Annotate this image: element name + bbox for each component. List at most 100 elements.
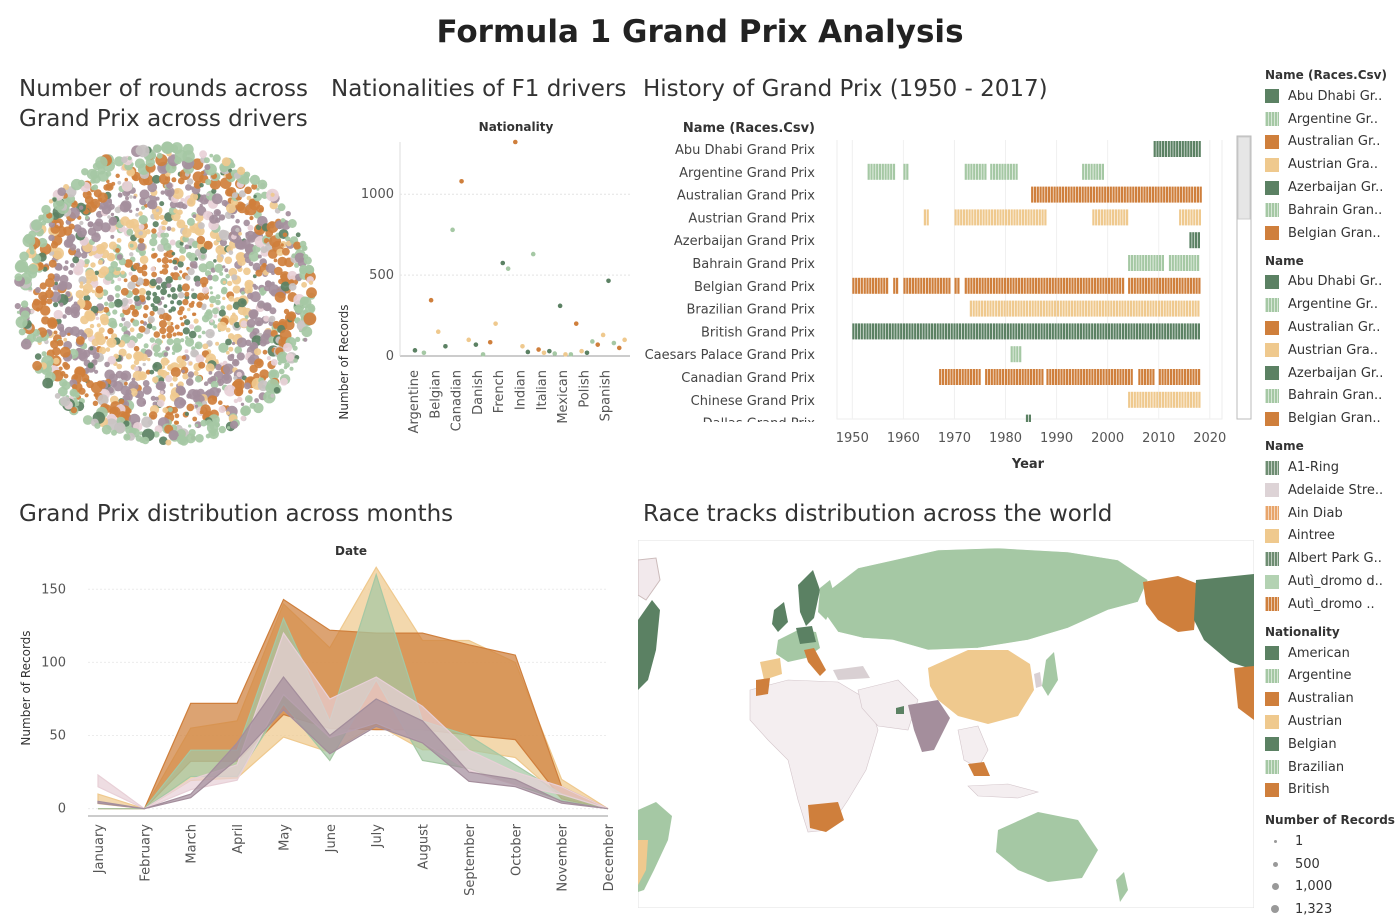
legend-item[interactable]: Belgian Gran.. (1265, 222, 1400, 245)
legend-item[interactable]: Brazilian (1265, 756, 1400, 779)
legend-swatch (1265, 180, 1279, 195)
history-race-mark (873, 163, 876, 180)
history-race-mark (1143, 369, 1147, 385)
legend-item[interactable]: Autì_dromo .. (1265, 593, 1400, 616)
history-race-mark (987, 323, 990, 340)
driver-bubble (236, 202, 248, 214)
driver-bubble (161, 365, 166, 369)
driver-bubble (41, 316, 50, 325)
history-race-mark (1005, 209, 1008, 226)
driver-bubble (221, 157, 231, 167)
legend-label: Aintree (1288, 528, 1335, 544)
driver-bubble (237, 166, 246, 175)
history-race-mark (1178, 369, 1181, 385)
legend-item[interactable]: Argentine Gr.. (1265, 293, 1400, 316)
legend-item[interactable]: Austrian Gra.. (1265, 153, 1400, 176)
driver-bubble (159, 327, 167, 335)
history-race-mark (1133, 323, 1136, 340)
driver-bubble (284, 319, 295, 331)
legend-item[interactable]: Azerbaijan Gr.. (1265, 362, 1400, 385)
legend-item[interactable]: British (1265, 779, 1400, 802)
legend-item[interactable]: American (1265, 642, 1400, 665)
driver-bubble (149, 278, 158, 287)
history-scrollbar-thumb[interactable] (1237, 136, 1251, 220)
history-race-mark (990, 163, 993, 180)
driver-bubble (244, 315, 249, 319)
history-race-mark (1181, 141, 1184, 157)
legend-swatch (1265, 528, 1279, 543)
history-race-mark (1009, 277, 1012, 294)
legend-item[interactable]: Abu Dhabi Gr.. (1265, 271, 1400, 294)
nationality-point (563, 352, 568, 357)
legend-item[interactable]: Bahrain Gran.. (1265, 385, 1400, 408)
history-race-mark (1024, 369, 1027, 385)
driver-bubble (120, 270, 125, 275)
legend-item[interactable]: Argentine Gr.. (1265, 108, 1400, 131)
driver-bubble (160, 237, 169, 246)
history-race-mark (1109, 186, 1112, 203)
legend-item[interactable]: Azerbaijan Gr.. (1265, 176, 1400, 199)
history-race-mark (989, 323, 993, 340)
driver-bubble (218, 405, 226, 413)
nationality-point (443, 343, 448, 349)
history-race-mark (954, 209, 957, 226)
driver-bubble (142, 412, 147, 417)
driver-bubble (167, 245, 171, 249)
history-race-mark (999, 369, 1002, 385)
legend-item[interactable]: Adelaide Stre.. (1265, 479, 1400, 502)
history-race-mark (1178, 323, 1181, 340)
driver-bubble (57, 386, 68, 397)
history-race-mark (1044, 209, 1047, 226)
driver-bubble (243, 219, 250, 227)
history-race-mark (897, 323, 900, 340)
world-map[interactable] (638, 540, 1254, 908)
driver-bubble (117, 180, 122, 185)
legend-item[interactable]: Aintree (1265, 525, 1400, 548)
driver-bubble (231, 341, 236, 346)
driver-bubble (233, 375, 238, 381)
legend-item[interactable]: Belgian (1265, 733, 1400, 756)
driver-bubble (153, 351, 159, 357)
legend-item[interactable]: Australian (1265, 687, 1400, 710)
driver-bubble (121, 180, 133, 192)
legend-item[interactable]: Australian Gr.. (1265, 316, 1400, 339)
history-race-mark (1066, 369, 1069, 385)
legend-group: Nationality American Argentine Australian Au… (1265, 625, 1400, 802)
nationality-point (579, 348, 584, 354)
rounds-bubble-chart[interactable] (10, 140, 320, 450)
legend-item[interactable]: Belgian Gran.. (1265, 407, 1400, 430)
legend-item[interactable]: Autì_dromo d.. (1265, 570, 1400, 593)
legend-item[interactable]: Austrian Gra.. (1265, 339, 1400, 362)
history-race-mark (1164, 323, 1167, 340)
driver-bubble (225, 273, 230, 279)
driver-bubble (188, 302, 195, 308)
driver-bubble (120, 216, 130, 226)
legend-item[interactable]: Austrian (1265, 710, 1400, 733)
history-race-mark (1116, 369, 1119, 385)
history-race-mark (1013, 209, 1016, 226)
legend-item[interactable]: Argentine (1265, 665, 1400, 688)
legend-item[interactable]: Bahrain Gran.. (1265, 199, 1400, 222)
driver-bubble (186, 403, 195, 412)
history-race-mark (1144, 323, 1147, 340)
legend-item[interactable]: Ain Diab (1265, 502, 1400, 525)
history-gantt-chart[interactable]: Name (Races.Csv) Abu Dhabi Grand PrixArg… (640, 112, 1252, 472)
driver-bubble (270, 370, 277, 378)
history-race-mark (948, 277, 951, 294)
history-race-mark (1186, 323, 1189, 340)
driver-bubble (195, 354, 205, 364)
driver-bubble (33, 298, 40, 306)
history-race-mark (1184, 369, 1187, 385)
legend-item[interactable]: A1-Ring (1265, 456, 1400, 479)
history-race-mark (1070, 300, 1074, 317)
legend-item[interactable]: Australian Gr.. (1265, 131, 1400, 154)
history-race-mark (1085, 277, 1088, 294)
history-race-mark (975, 323, 979, 340)
driver-bubble (161, 334, 166, 339)
driver-bubble (169, 239, 176, 246)
history-race-mark (869, 277, 872, 294)
legend-item[interactable]: Albert Park G.. (1265, 547, 1400, 570)
legend-item[interactable]: Abu Dhabi Gr.. (1265, 85, 1400, 108)
